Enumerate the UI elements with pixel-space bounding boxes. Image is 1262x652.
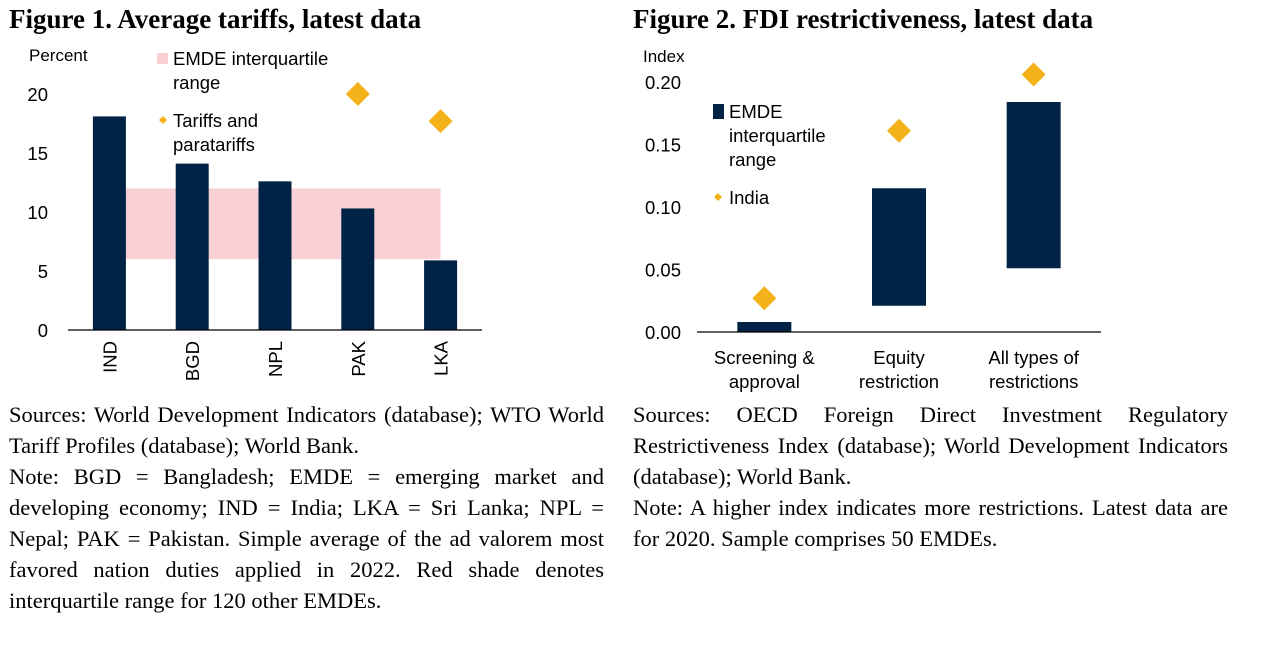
x-tick-label: restriction — [859, 371, 939, 392]
bar-pak — [341, 208, 375, 330]
y-tick-label: 0.00 — [645, 322, 681, 343]
legend-range-label: range — [729, 149, 776, 170]
chart-figure1: Percent 0 5 10 15 20 IND BGD NPL PAK LKA EMDE inter… — [27, 46, 482, 381]
x-tick-label: Screening & — [714, 347, 815, 368]
x-tick-label-bgd: BGD — [182, 341, 203, 381]
y-tick-label: 0.05 — [645, 260, 681, 281]
x-tick-label: All types of — [988, 347, 1079, 368]
legend-iqr-swatch — [157, 53, 168, 64]
figure2-title: Figure 2. FDI restrictiveness, latest da… — [633, 4, 1094, 34]
chart-figure2: Index 0.00 0.05 0.10 0.15 0.20 Screening & appr… — [643, 47, 1101, 392]
figure1-notes: Sources: World Development Indicators (d… — [9, 399, 604, 616]
y-tick-label: 0.20 — [645, 72, 681, 93]
marker-india-2 — [887, 118, 911, 143]
x-tick-label-npl: NPL — [265, 341, 286, 377]
figure2-sources: Sources: OECD Foreign Direct Investment … — [633, 402, 1228, 489]
marker-india-1 — [752, 286, 777, 311]
y-tick-label: 10 — [27, 202, 48, 223]
y-tick-label: 15 — [27, 143, 48, 164]
range-bar-1 — [737, 322, 792, 332]
x-tick-label: Equity — [873, 347, 925, 368]
legend-range-label: EMDE — [729, 101, 782, 122]
marker-pak — [345, 82, 370, 106]
y-tick-label: 0.15 — [645, 135, 681, 156]
figure2-notes: Sources: OECD Foreign Direct Investment … — [633, 399, 1228, 554]
y-tick-label: 5 — [38, 261, 48, 282]
y-tick-label: 0 — [38, 320, 48, 341]
marker-india-3 — [1021, 62, 1046, 87]
bar-bgd — [175, 163, 209, 330]
y-axis-label: Index — [643, 47, 685, 66]
legend-iqr-label: EMDE interquartile — [173, 48, 328, 69]
figure1-sources: Sources: World Development Indicators (d… — [9, 402, 604, 458]
figure1-title: Figure 1. Average tariffs, latest data — [9, 4, 422, 34]
legend-marker-swatch — [159, 116, 167, 124]
x-tick-label: restrictions — [989, 371, 1078, 392]
x-tick-label-lka: LKA — [431, 340, 452, 376]
legend-range-label: interquartile — [729, 125, 826, 146]
range-bar-3 — [1006, 102, 1061, 269]
bar-npl — [258, 181, 292, 330]
figure1-note: Note: BGD = Bangladesh; EMDE = emerging … — [9, 464, 604, 613]
y-tick-label: 0.10 — [645, 197, 681, 218]
legend-marker-label: Tariffs and — [173, 110, 258, 131]
legend-iqr-label: range — [173, 72, 220, 93]
y-tick-label: 20 — [27, 84, 48, 105]
marker-lka — [428, 109, 453, 134]
range-bar-2 — [872, 188, 926, 306]
figure2-note: Note: A higher index indicates more rest… — [633, 495, 1228, 551]
legend-india-swatch — [714, 193, 722, 201]
bar-ind — [92, 116, 126, 330]
legend-india-label: India — [729, 187, 770, 208]
x-tick-label-ind: IND — [99, 341, 120, 373]
x-tick-label-pak: PAK — [348, 340, 369, 376]
legend-range-swatch — [713, 104, 724, 119]
y-axis-label: Percent — [29, 46, 88, 65]
bar-lka — [424, 260, 458, 330]
x-tick-label: approval — [729, 371, 800, 392]
legend-marker-label: paratariffs — [173, 134, 255, 155]
